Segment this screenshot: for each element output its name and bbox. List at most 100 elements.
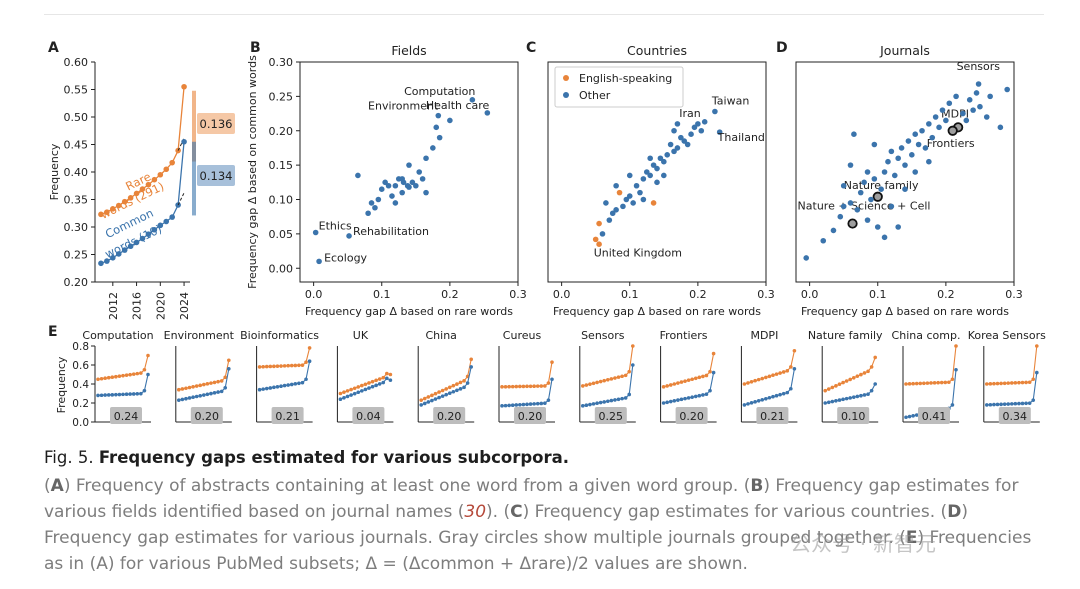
panel-e-point xyxy=(606,399,610,404)
panel-e-point xyxy=(191,384,195,389)
panel-e-point xyxy=(869,365,874,369)
panel-e-point xyxy=(866,369,870,374)
panel-e-point xyxy=(205,382,210,386)
panel-e-series-line xyxy=(986,345,1038,385)
panel-c-point xyxy=(596,220,602,227)
panel-d-point xyxy=(895,155,901,162)
panel-e-point xyxy=(342,390,346,394)
panel-e-point xyxy=(194,384,199,388)
panel-c-point xyxy=(626,172,633,179)
caption-reference-link[interactable]: 30 xyxy=(464,502,487,522)
panel-d-point xyxy=(973,90,980,96)
panel-b-x-label: Frequency gap Δ based on rare words xyxy=(305,305,513,318)
panel-a-rare-gap-bar xyxy=(192,90,196,162)
panel-e-point xyxy=(385,371,389,376)
panel-e-point xyxy=(767,395,772,400)
panel-e-point xyxy=(1017,401,1021,406)
panel-e-point xyxy=(128,372,132,377)
panel-e-point xyxy=(96,377,100,382)
panel-e-subplot-title: China comp. xyxy=(892,329,961,342)
panel-e-point xyxy=(774,393,779,398)
panel-e-point xyxy=(749,401,754,405)
panel-a-point xyxy=(157,171,164,178)
panel-e-point xyxy=(377,382,382,386)
panel-e-point xyxy=(693,394,698,399)
panel-e-point xyxy=(521,384,526,389)
panel-e-point xyxy=(1013,381,1018,385)
panel-e-point xyxy=(539,401,544,406)
caption-b-label: B xyxy=(750,476,764,496)
panel-c-x-tick-label: 0.2 xyxy=(689,288,707,301)
panel-b-point xyxy=(419,176,426,182)
panel-a-trend-extrapolation xyxy=(177,192,185,206)
panel-b-point-label: Ecology xyxy=(324,251,367,264)
panel-d-point xyxy=(926,158,932,165)
panel-e-point xyxy=(110,393,115,397)
panel-e-point xyxy=(381,375,386,380)
panel-e-point xyxy=(121,373,125,378)
panel-e-point xyxy=(873,382,877,386)
panel-e-point xyxy=(338,397,343,402)
panel-b-y-tick-label: 0.20 xyxy=(269,125,294,138)
panel-e-point xyxy=(929,381,933,385)
panel-a-point xyxy=(163,218,170,225)
panel-c-frame xyxy=(547,61,767,283)
panel-e-point xyxy=(304,360,308,364)
panel-c-point xyxy=(596,241,602,247)
panel-e-subplot-title: Computation xyxy=(82,329,153,342)
panel-e-point xyxy=(209,381,213,385)
panel-e-point xyxy=(686,396,691,400)
panel-e-point xyxy=(338,391,343,396)
panel-e-point xyxy=(697,375,702,380)
panel-d-point xyxy=(943,117,949,124)
panel-a-point xyxy=(127,243,134,250)
panel-a-y-label: Frequency xyxy=(48,143,61,200)
panel-d-point xyxy=(902,162,908,168)
panel-d-point xyxy=(868,196,874,203)
panel-e-point xyxy=(679,380,684,384)
panel-d-point xyxy=(891,172,898,179)
panel-e-point xyxy=(907,414,912,419)
panel-e-delta-box xyxy=(110,407,142,424)
panel-e-point xyxy=(363,382,368,387)
panel-a-y-tick-label: 0.55 xyxy=(64,84,89,97)
panel-e-point xyxy=(198,383,203,388)
panel-b-x-tick-label: 0.2 xyxy=(441,288,459,301)
panel-c-point xyxy=(599,231,606,237)
panel-e-point xyxy=(135,371,140,376)
panel-e-point xyxy=(834,384,838,388)
panel-e-point xyxy=(131,372,136,376)
panel-e-point xyxy=(469,357,474,362)
panel-e-point xyxy=(177,398,181,402)
panel-d-point xyxy=(830,227,837,234)
panel-e-point xyxy=(665,400,669,405)
panel-d-point xyxy=(946,100,953,107)
panel-e-point xyxy=(525,384,529,389)
panel-e-point xyxy=(665,384,669,388)
panel-e-point xyxy=(367,386,371,390)
panel-b-letter: B xyxy=(250,40,261,56)
panel-d-point xyxy=(915,141,922,148)
panel-e-letter: E xyxy=(48,324,58,340)
panel-d-point-label: Nature + Science + Cell xyxy=(798,200,931,213)
panel-e-point xyxy=(742,382,747,386)
panel-e-point xyxy=(676,398,680,402)
panel-e-point xyxy=(602,378,607,383)
panel-e-point xyxy=(595,401,599,406)
panel-d-point xyxy=(878,186,884,192)
panel-e-point xyxy=(609,398,614,403)
panel-e-point xyxy=(539,384,544,388)
panel-a-point xyxy=(104,258,110,264)
panel-e-point xyxy=(455,388,459,393)
panel-b-point xyxy=(469,97,476,103)
panel-e-point xyxy=(1031,398,1036,402)
panel-d-point xyxy=(840,182,847,189)
panel-e-point xyxy=(785,390,790,395)
panel-e-point xyxy=(180,397,185,402)
panel-e-point xyxy=(943,380,948,385)
panel-e-point xyxy=(623,373,628,378)
panel-e-point xyxy=(704,392,709,397)
panel-a-y-tick-label: 0.60 xyxy=(64,56,89,69)
panel-e-point xyxy=(661,385,666,389)
panel-e-point xyxy=(789,386,793,391)
